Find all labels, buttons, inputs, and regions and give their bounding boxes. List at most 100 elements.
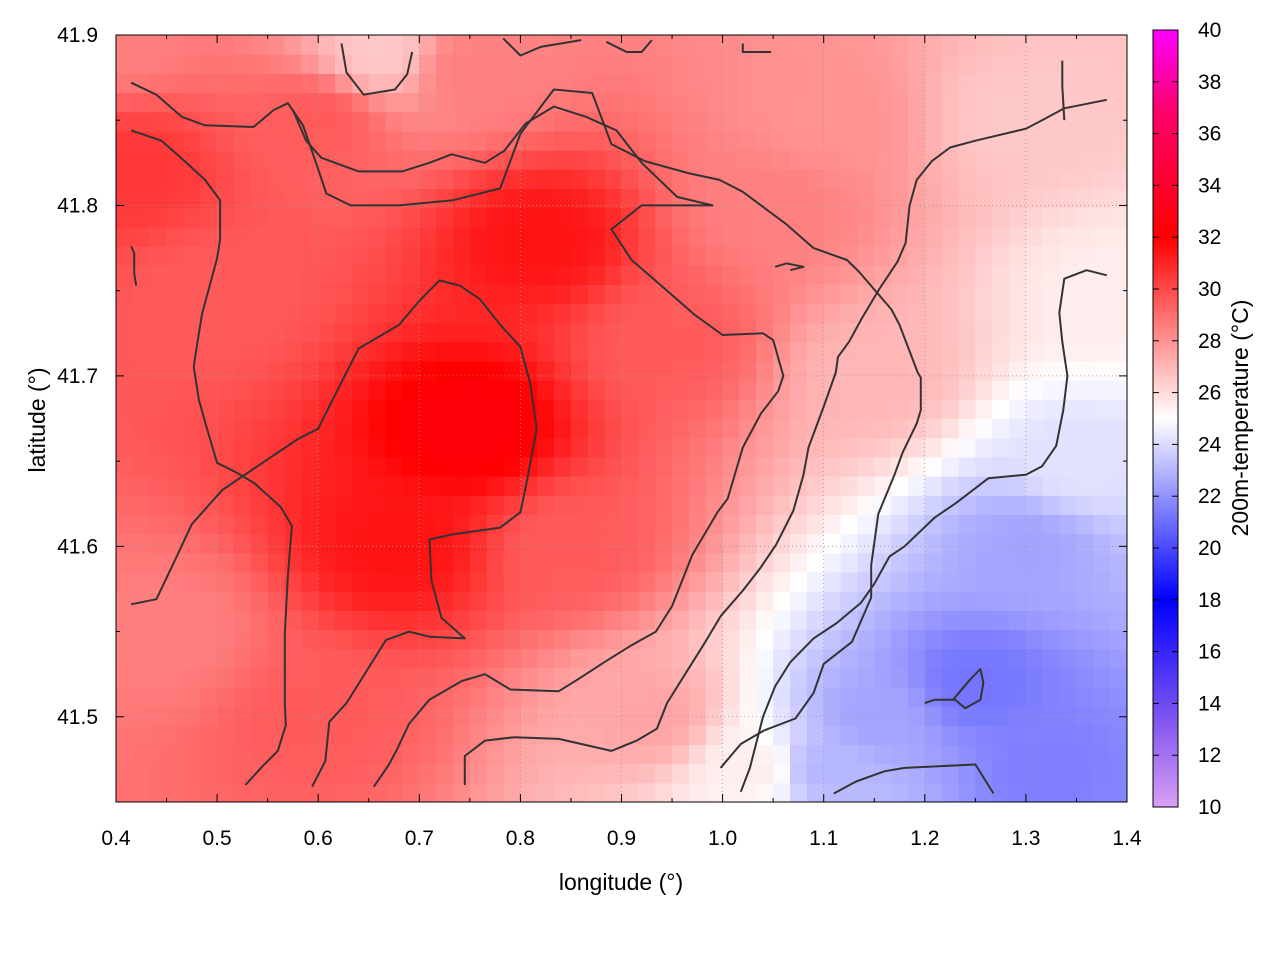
heatmap-cell — [840, 92, 858, 113]
heatmap-cell — [284, 150, 302, 170]
heatmap-cell — [284, 629, 302, 650]
y-tick-label: 41.5 — [57, 706, 98, 729]
heatmap-cell — [621, 360, 639, 381]
heatmap-cell — [183, 322, 201, 343]
heatmap-cell — [773, 150, 791, 170]
heatmap-cell — [907, 725, 926, 746]
heatmap-cell — [116, 284, 134, 305]
heatmap-cell — [335, 744, 353, 765]
heatmap-cell — [368, 130, 387, 151]
heatmap-cell — [604, 552, 623, 573]
heatmap-cell — [436, 35, 454, 55]
heatmap-cell — [217, 437, 235, 458]
heatmap-cell — [806, 341, 825, 362]
heatmap-cell — [419, 322, 437, 343]
heatmap-cell — [537, 226, 555, 247]
heatmap-cell — [1009, 610, 1027, 631]
heatmap-cell — [823, 399, 842, 420]
heatmap-cell — [335, 629, 353, 650]
heatmap-cell — [166, 782, 184, 802]
heatmap-cell — [1076, 226, 1094, 247]
heatmap-cell — [756, 533, 774, 554]
heatmap-cell — [604, 591, 623, 611]
heatmap-cell — [284, 744, 302, 765]
heatmap-cell — [436, 686, 454, 707]
heatmap-cell — [116, 265, 134, 285]
heatmap-cell — [520, 341, 538, 362]
heatmap-cell — [840, 111, 858, 132]
heatmap-cell — [756, 92, 774, 113]
heatmap-cell — [857, 706, 875, 726]
heatmap-cell — [183, 245, 201, 266]
heatmap-cell — [217, 533, 235, 554]
heatmap-cell — [402, 686, 420, 707]
heatmap-cell — [233, 571, 252, 592]
heatmap-cell — [166, 207, 184, 228]
heatmap-cell — [621, 169, 639, 189]
heatmap-cell — [992, 437, 1010, 458]
heatmap-cell — [1059, 686, 1078, 707]
heatmap-cell — [790, 667, 808, 688]
heatmap-cell — [688, 514, 707, 535]
x-tick-label: 1.4 — [1112, 827, 1142, 850]
heatmap-cell — [874, 418, 892, 439]
heatmap-cell — [621, 265, 639, 285]
heatmap-cell — [806, 226, 825, 247]
heatmap-cell — [806, 706, 825, 726]
colorbar-tick-label: 28 — [1198, 330, 1221, 353]
heatmap-cell — [705, 533, 724, 554]
heatmap-cell — [705, 686, 724, 707]
heatmap-cell — [166, 648, 184, 669]
heatmap-cell — [823, 54, 842, 74]
heatmap-cell — [806, 322, 825, 343]
heatmap-cell — [840, 495, 858, 515]
heatmap-cell — [655, 380, 673, 400]
heatmap-cell — [790, 629, 808, 650]
y-tick-label: 41.6 — [57, 535, 98, 558]
heatmap-cell — [874, 188, 892, 209]
heatmap-cell — [351, 284, 370, 305]
heatmap-cell — [958, 188, 976, 209]
heatmap-cell — [116, 456, 134, 477]
heatmap-cell — [217, 629, 235, 650]
heatmap-cell — [537, 150, 555, 170]
heatmap-cell — [368, 763, 387, 784]
heatmap-cell — [301, 437, 319, 458]
heatmap-cell — [335, 130, 353, 151]
heatmap-cell — [149, 399, 168, 420]
heatmap-cell — [941, 552, 960, 573]
heatmap-cell — [840, 571, 858, 592]
heatmap-cell — [217, 686, 235, 707]
heatmap-cell — [857, 284, 875, 305]
heatmap-cell — [503, 782, 521, 802]
heatmap-cell — [958, 92, 976, 113]
heatmap-cell — [587, 571, 606, 592]
heatmap-cell — [570, 571, 589, 592]
heatmap-cell — [672, 763, 690, 784]
heatmap-cell — [368, 629, 387, 650]
heatmap-cell — [351, 571, 370, 592]
heatmap-cell — [1076, 303, 1094, 324]
heatmap-cell — [688, 54, 707, 74]
heatmap-cell — [655, 456, 673, 477]
heatmap-cell — [217, 207, 235, 228]
heatmap-cell — [436, 456, 454, 477]
heatmap-cell — [217, 111, 235, 132]
heatmap-cell — [166, 629, 184, 650]
heatmap-cell — [621, 207, 639, 228]
heatmap-cell — [655, 591, 673, 611]
heatmap-cell — [621, 437, 639, 458]
heatmap-cell — [503, 111, 521, 132]
heatmap-cell — [301, 629, 319, 650]
heatmap-cell — [655, 744, 673, 765]
heatmap-cell — [1093, 169, 1111, 189]
heatmap-cell — [806, 782, 825, 802]
heatmap-cell — [958, 303, 976, 324]
heatmap-cell — [941, 706, 960, 726]
heatmap-cell — [688, 111, 707, 132]
heatmap-cell — [149, 303, 168, 324]
heatmap-cell — [233, 188, 252, 209]
heatmap-cell — [385, 380, 404, 400]
heatmap-cell — [756, 169, 774, 189]
heatmap-cell — [318, 667, 336, 688]
